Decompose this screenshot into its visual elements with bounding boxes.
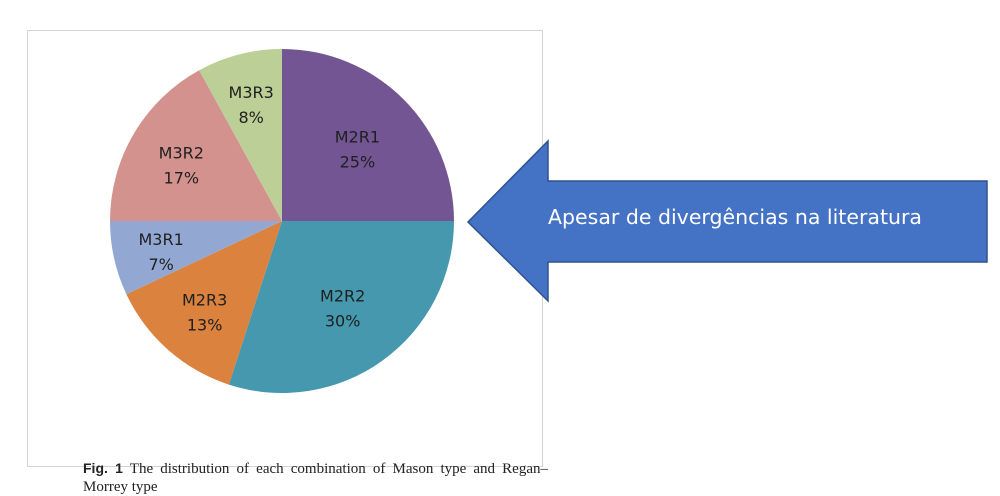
left-arrow-shape <box>466 139 988 303</box>
pie-slice-m2r1 <box>282 49 454 221</box>
pie-slice-m3r1 <box>110 221 282 295</box>
pie-slice-m2r3 <box>126 221 282 385</box>
pie-slice-m2r2 <box>228 221 454 393</box>
slice-percent-m2r3: 13% <box>187 316 223 335</box>
slice-label-m2r2: M2R2 <box>320 286 365 305</box>
pie-chart: M2R1 25% M2R2 30% M2R3 13% M3R1 7% M3R2 17% M3R3 8% <box>110 49 454 393</box>
slice-percent-m3r3: 8% <box>239 108 264 127</box>
arrow-text: Apesar de divergências na literatura <box>548 205 922 229</box>
arrow-body <box>466 139 988 303</box>
slice-label-m2r1: M2R1 <box>335 128 380 147</box>
pie-slice-m3r2 <box>110 70 282 221</box>
pie-slice-m3r3 <box>199 49 282 221</box>
figure-caption: Fig. 1 The distribution of each combinat… <box>83 459 548 496</box>
slice-percent-m2r1: 25% <box>340 153 376 172</box>
slice-label-m2r3: M2R3 <box>182 291 227 310</box>
slice-percent-m3r2: 17% <box>164 168 200 187</box>
slice-percent-m3r1: 7% <box>148 255 173 274</box>
caption-fig-label: Fig. 1 <box>83 460 123 476</box>
slice-label-m3r3: M3R3 <box>229 83 274 102</box>
figure-panel: M2R1 25% M2R2 30% M2R3 13% M3R1 7% M3R2 17% M3R3 8%… <box>27 30 548 495</box>
slice-percent-m2r2: 30% <box>325 311 361 330</box>
slice-label-m3r1: M3R1 <box>139 230 184 249</box>
slice-label-m3r2: M3R2 <box>159 143 204 162</box>
